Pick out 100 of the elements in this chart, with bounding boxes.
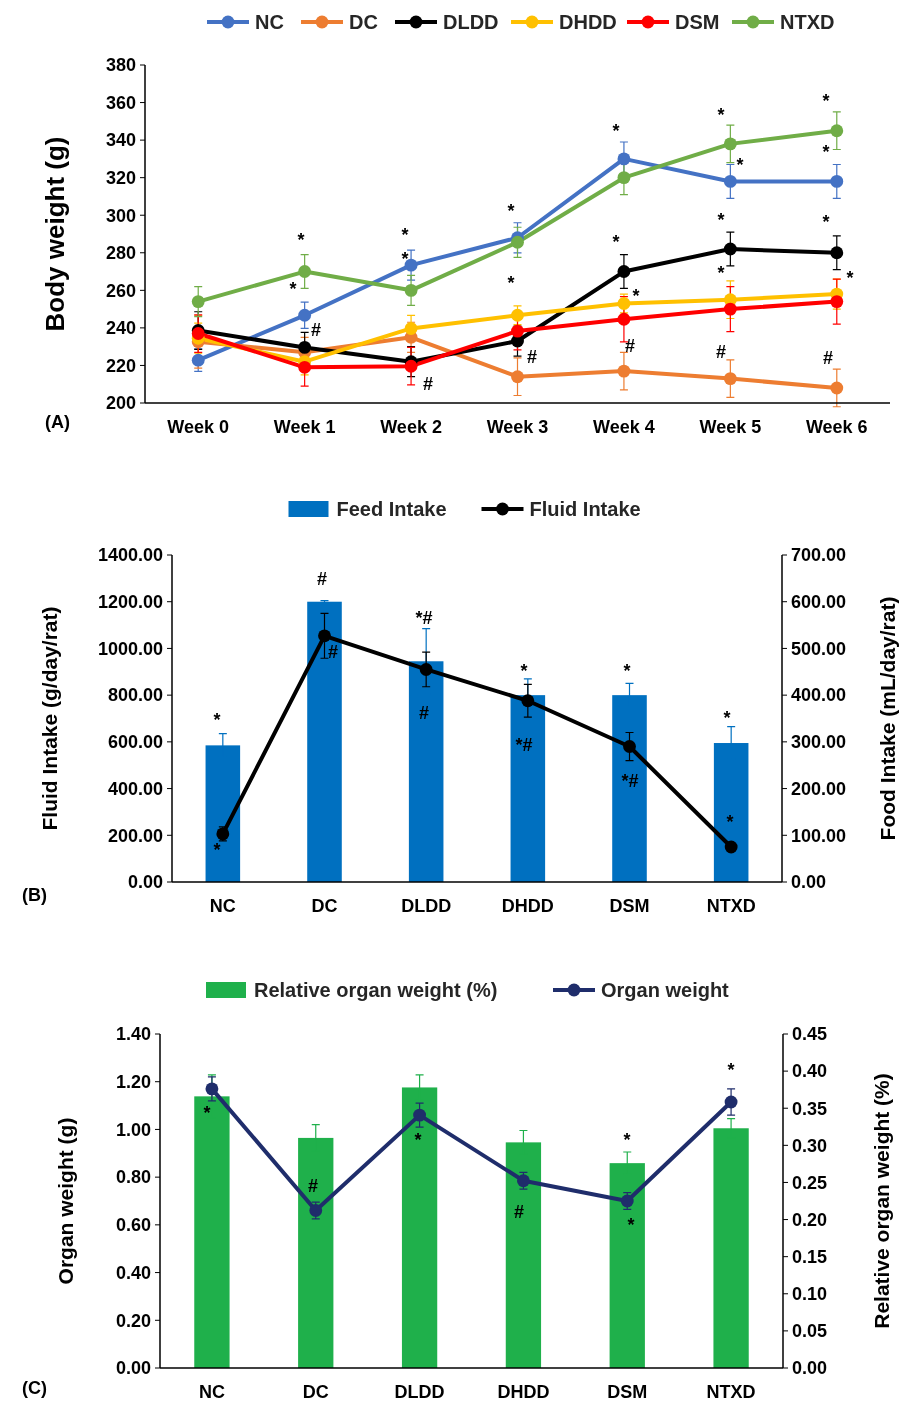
annotation: * xyxy=(623,1130,631,1151)
x-tick-label: Week 4 xyxy=(593,417,655,437)
point xyxy=(723,242,737,256)
y-tick-label: 0.00 xyxy=(127,872,163,893)
annotation: * xyxy=(717,263,725,284)
y-tick-label: 400.00 xyxy=(107,778,163,799)
point xyxy=(511,324,524,338)
annotation: * xyxy=(726,812,734,833)
annotation: * xyxy=(213,710,221,731)
legend-label: DHDD xyxy=(559,11,617,33)
y-tick-label: 1.20 xyxy=(115,1072,151,1093)
y2-tick-label: 0.25 xyxy=(792,1172,828,1193)
point xyxy=(404,322,418,335)
y-tick-label: 600.00 xyxy=(107,732,163,753)
annotation: # xyxy=(624,336,636,357)
point xyxy=(617,265,631,278)
annotation: * xyxy=(632,286,640,307)
y2-tick-label: 0.05 xyxy=(792,1321,828,1342)
annotation: * xyxy=(822,91,830,112)
point xyxy=(724,840,738,854)
x-tick-label: DHDD xyxy=(497,1382,550,1402)
annotation: # xyxy=(418,703,430,724)
y-axis-title: Fluid Intake (g/day/rat) xyxy=(38,606,62,831)
y-tick-label: 200.00 xyxy=(107,825,163,846)
y2-tick-label: 0.00 xyxy=(791,872,827,893)
y-tick-label: 300 xyxy=(105,205,136,226)
annotation: # xyxy=(316,569,328,590)
annotation: * xyxy=(297,230,305,251)
bar xyxy=(307,601,342,882)
point xyxy=(723,302,737,316)
point xyxy=(404,258,418,272)
annotation: * xyxy=(203,1103,211,1124)
annotation: * xyxy=(623,661,631,682)
point xyxy=(623,740,636,753)
x-tick-label: DSM xyxy=(607,1382,648,1402)
x-tick-label: NTXD xyxy=(706,1382,756,1402)
annotation: # xyxy=(513,1202,525,1223)
legend-label: Organ weight xyxy=(601,979,730,1001)
x-tick-label: Week 2 xyxy=(380,417,442,437)
x-tick-label: NC xyxy=(198,1382,225,1402)
point xyxy=(413,1108,427,1122)
point xyxy=(511,235,524,249)
x-tick-label: Week 3 xyxy=(486,417,549,437)
annotation: * xyxy=(612,232,620,253)
annotation: * xyxy=(727,1060,735,1081)
annotation: # xyxy=(327,642,339,663)
annotation: * xyxy=(507,273,515,294)
y2-tick-label: 0.30 xyxy=(792,1135,828,1156)
y2-tick-label: 500.00 xyxy=(791,638,847,659)
point xyxy=(723,175,737,188)
annotation: * xyxy=(822,142,830,163)
annotation: * xyxy=(736,155,744,176)
legend-label: DSM xyxy=(675,11,720,33)
annotation: # xyxy=(715,342,727,363)
annotation: * xyxy=(289,279,297,300)
point xyxy=(830,175,844,188)
y-tick-label: 380 xyxy=(105,55,136,76)
legend-label: NTXD xyxy=(780,11,835,33)
text: (B) xyxy=(22,885,47,906)
annotation: # xyxy=(526,347,538,368)
y2-tick-label: 200.00 xyxy=(791,778,847,799)
y-tick-label: 0.00 xyxy=(115,1358,151,1379)
legend-label: DLDD xyxy=(443,11,499,33)
point xyxy=(404,283,418,297)
annotation: *# xyxy=(515,735,533,756)
point xyxy=(511,308,524,322)
x-tick-label: DSM xyxy=(609,896,650,916)
y2-tick-label: 0.35 xyxy=(792,1098,828,1119)
y-tick-label: 1000.00 xyxy=(97,638,163,659)
text: (C) xyxy=(22,1378,47,1399)
annotation: * xyxy=(507,201,515,222)
legend-label: DC xyxy=(349,11,378,33)
annotation: * xyxy=(401,225,409,246)
point xyxy=(724,1095,738,1109)
point xyxy=(617,152,631,166)
y2-tick-label: 300.00 xyxy=(791,732,847,753)
point xyxy=(521,694,535,708)
legend-label: Feed Intake xyxy=(336,498,447,520)
x-tick-label: NTXD xyxy=(706,896,756,916)
y2-tick-label: 0.00 xyxy=(792,1358,828,1379)
y-tick-label: 220 xyxy=(105,355,136,376)
y2-tick-label: 700.00 xyxy=(791,545,847,566)
point xyxy=(318,629,331,643)
y-tick-label: 0.40 xyxy=(115,1262,151,1283)
y2-tick-label: 0.15 xyxy=(792,1246,828,1267)
point xyxy=(617,312,631,326)
y-tick-label: 800.00 xyxy=(107,685,163,706)
annotation: *# xyxy=(621,771,639,792)
y-tick-label: 1400.00 xyxy=(97,545,163,566)
y-axis-title: Organ weight (g) xyxy=(54,1117,78,1285)
point xyxy=(617,171,631,185)
point xyxy=(830,124,844,138)
y2-tick-label: 600.00 xyxy=(791,592,847,613)
y2-tick-label: 100.00 xyxy=(791,825,847,846)
point xyxy=(617,364,631,378)
x-tick-label: DC xyxy=(311,896,338,916)
y2-tick-label: 400.00 xyxy=(791,685,847,706)
y-tick-label: 0.60 xyxy=(115,1215,151,1236)
text: (A) xyxy=(45,412,70,433)
point xyxy=(404,359,418,373)
